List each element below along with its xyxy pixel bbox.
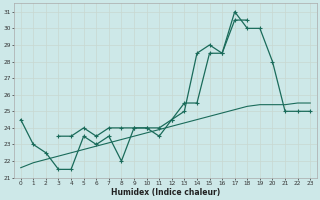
X-axis label: Humidex (Indice chaleur): Humidex (Indice chaleur) — [111, 188, 220, 197]
